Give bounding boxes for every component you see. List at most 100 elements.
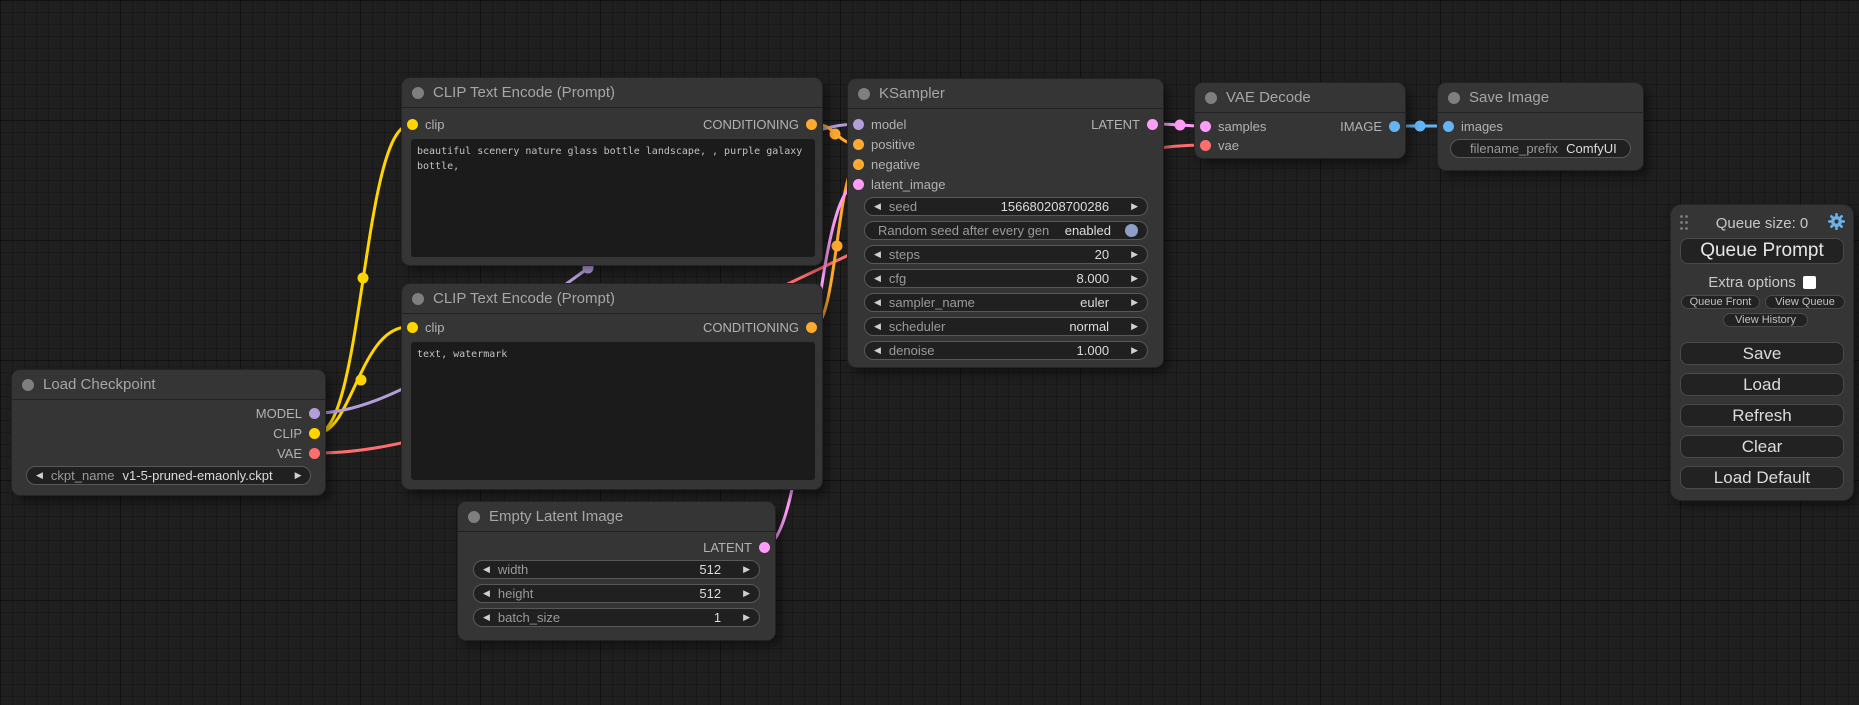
input-slot-images[interactable]: images <box>1443 117 1503 135</box>
load-button[interactable]: Load <box>1680 373 1844 396</box>
node-clip-text-encode-positive[interactable]: CLIP Text Encode (Prompt) clip CONDITION… <box>402 78 822 265</box>
collapse-dot[interactable] <box>412 86 424 99</box>
left-arrow-icon[interactable]: ◀ <box>874 297 881 307</box>
node-title-bar[interactable]: KSampler <box>848 79 1163 109</box>
queue-prompt-button[interactable]: Queue Prompt <box>1680 238 1844 264</box>
left-arrow-icon[interactable]: ◀ <box>483 564 490 574</box>
cfg-widget[interactable]: ◀ cfg 8.000 ▶ <box>864 269 1148 288</box>
node-load-checkpoint[interactable]: Load Checkpoint MODEL CLIP VAE ◀ ckpt_na… <box>12 370 325 495</box>
latent-input-dot[interactable] <box>853 178 864 190</box>
model-output-dot[interactable] <box>309 407 320 419</box>
images-input-dot[interactable] <box>1443 120 1454 132</box>
height-widget[interactable]: ◀ height 512 ▶ <box>473 584 760 603</box>
filename-prefix-widget[interactable]: filename_prefix ComfyUI <box>1450 139 1631 158</box>
collapse-dot[interactable] <box>1448 91 1460 104</box>
node-clip-text-encode-negative[interactable]: CLIP Text Encode (Prompt) clip CONDITION… <box>402 284 822 489</box>
right-arrow-icon[interactable]: ▶ <box>1131 273 1138 283</box>
batch-size-widget[interactable]: ◀ batch_size 1 ▶ <box>473 608 760 627</box>
drag-handle-icon[interactable] <box>1679 214 1689 231</box>
view-queue-button[interactable]: View Queue <box>1765 295 1845 309</box>
load-default-button[interactable]: Load Default <box>1680 466 1844 489</box>
refresh-button[interactable]: Refresh <box>1680 404 1844 427</box>
output-slot-latent[interactable]: LATENT <box>1091 115 1158 133</box>
right-arrow-icon[interactable]: ▶ <box>1131 345 1138 355</box>
collapse-dot[interactable] <box>22 378 34 391</box>
denoise-widget[interactable]: ◀ denoise 1.000 ▶ <box>864 341 1148 360</box>
left-arrow-icon[interactable]: ◀ <box>483 612 490 622</box>
input-slot-negative[interactable]: negative <box>853 155 920 173</box>
seed-widget[interactable]: ◀ seed 156680208700286 ▶ <box>864 197 1148 216</box>
right-arrow-icon[interactable]: ▶ <box>743 564 750 574</box>
image-output-dot[interactable] <box>1389 120 1400 132</box>
steps-widget[interactable]: ◀ steps 20 ▶ <box>864 245 1148 264</box>
right-arrow-icon[interactable]: ▶ <box>1131 297 1138 307</box>
random-seed-toggle-widget[interactable]: Random seed after every gen enabled <box>864 221 1148 240</box>
output-slot-latent[interactable]: LATENT <box>703 538 770 556</box>
node-title-bar[interactable]: VAE Decode <box>1195 83 1405 113</box>
node-title-bar[interactable]: Empty Latent Image <box>458 502 775 532</box>
model-input-dot[interactable] <box>853 118 864 130</box>
clip-input-dot[interactable] <box>407 321 418 333</box>
node-save-image[interactable]: Save Image images filename_prefix ComfyU… <box>1438 83 1643 170</box>
collapse-dot[interactable] <box>1205 91 1217 104</box>
left-arrow-icon[interactable]: ◀ <box>874 321 881 331</box>
negative-prompt-textarea[interactable]: text, watermark <box>411 342 815 480</box>
left-arrow-icon[interactable]: ◀ <box>483 588 490 598</box>
positive-prompt-textarea[interactable]: beautiful scenery nature glass bottle la… <box>411 139 815 257</box>
node-title-bar[interactable]: CLIP Text Encode (Prompt) <box>402 284 822 314</box>
toggle-circle[interactable] <box>1125 224 1138 237</box>
gear-icon[interactable] <box>1828 213 1845 230</box>
node-vae-decode[interactable]: VAE Decode samples vae IMAGE <box>1195 83 1405 158</box>
negative-input-dot[interactable] <box>853 158 864 170</box>
left-arrow-icon[interactable]: ◀ <box>874 249 881 259</box>
right-arrow-icon[interactable]: ▶ <box>743 612 750 622</box>
node-title-bar[interactable]: Load Checkpoint <box>12 370 325 400</box>
samples-input-dot[interactable] <box>1200 120 1211 132</box>
right-arrow-icon[interactable]: ▶ <box>1131 201 1138 211</box>
latent-output-dot[interactable] <box>759 541 770 553</box>
output-slot-conditioning[interactable]: CONDITIONING <box>703 318 817 336</box>
vae-output-dot[interactable] <box>309 447 320 459</box>
input-slot-clip[interactable]: clip <box>407 318 445 336</box>
left-arrow-icon[interactable]: ◀ <box>36 470 43 480</box>
output-slot-vae[interactable]: VAE <box>277 444 320 462</box>
left-arrow-icon[interactable]: ◀ <box>874 273 881 283</box>
scheduler-widget[interactable]: ◀ scheduler normal ▶ <box>864 317 1148 336</box>
left-arrow-icon[interactable]: ◀ <box>874 345 881 355</box>
node-ksampler[interactable]: KSampler model positive negative latent_… <box>848 79 1163 367</box>
collapse-dot[interactable] <box>858 87 870 100</box>
input-slot-latent-image[interactable]: latent_image <box>853 175 945 193</box>
view-history-button[interactable]: View History <box>1723 313 1808 327</box>
output-slot-model[interactable]: MODEL <box>256 404 320 422</box>
ckpt-name-widget[interactable]: ◀ ckpt_name v1-5-pruned-emaonly.ckpt ▶ <box>26 466 311 485</box>
node-title-bar[interactable]: Save Image <box>1438 83 1643 113</box>
conditioning-output-dot[interactable] <box>806 321 817 333</box>
right-arrow-icon[interactable]: ▶ <box>743 588 750 598</box>
conditioning-output-dot[interactable] <box>806 118 817 130</box>
input-slot-clip[interactable]: clip <box>407 115 445 133</box>
collapse-dot[interactable] <box>468 510 480 523</box>
left-arrow-icon[interactable]: ◀ <box>874 201 881 211</box>
node-title-bar[interactable]: CLIP Text Encode (Prompt) <box>402 78 822 108</box>
output-slot-conditioning[interactable]: CONDITIONING <box>703 115 817 133</box>
clear-button[interactable]: Clear <box>1680 435 1844 458</box>
output-slot-image[interactable]: IMAGE <box>1340 117 1400 135</box>
extra-options-checkbox[interactable] <box>1802 276 1816 289</box>
right-arrow-icon[interactable]: ▶ <box>1131 249 1138 259</box>
clip-output-dot[interactable] <box>309 427 320 439</box>
vae-input-dot[interactable] <box>1200 139 1211 151</box>
input-slot-samples[interactable]: samples <box>1200 117 1266 135</box>
right-arrow-icon[interactable]: ▶ <box>294 470 302 480</box>
node-empty-latent-image[interactable]: Empty Latent Image LATENT ◀ width 512 ▶ … <box>458 502 775 640</box>
input-slot-model[interactable]: model <box>853 115 906 133</box>
clip-input-dot[interactable] <box>407 118 418 130</box>
width-widget[interactable]: ◀ width 512 ▶ <box>473 560 760 579</box>
save-button[interactable]: Save <box>1680 342 1844 365</box>
queue-front-button[interactable]: Queue Front <box>1681 295 1760 309</box>
input-slot-vae[interactable]: vae <box>1200 136 1239 154</box>
latent-output-dot[interactable] <box>1147 118 1158 130</box>
input-slot-positive[interactable]: positive <box>853 135 915 153</box>
output-slot-clip[interactable]: CLIP <box>273 424 320 442</box>
sampler-name-widget[interactable]: ◀ sampler_name euler ▶ <box>864 293 1148 312</box>
